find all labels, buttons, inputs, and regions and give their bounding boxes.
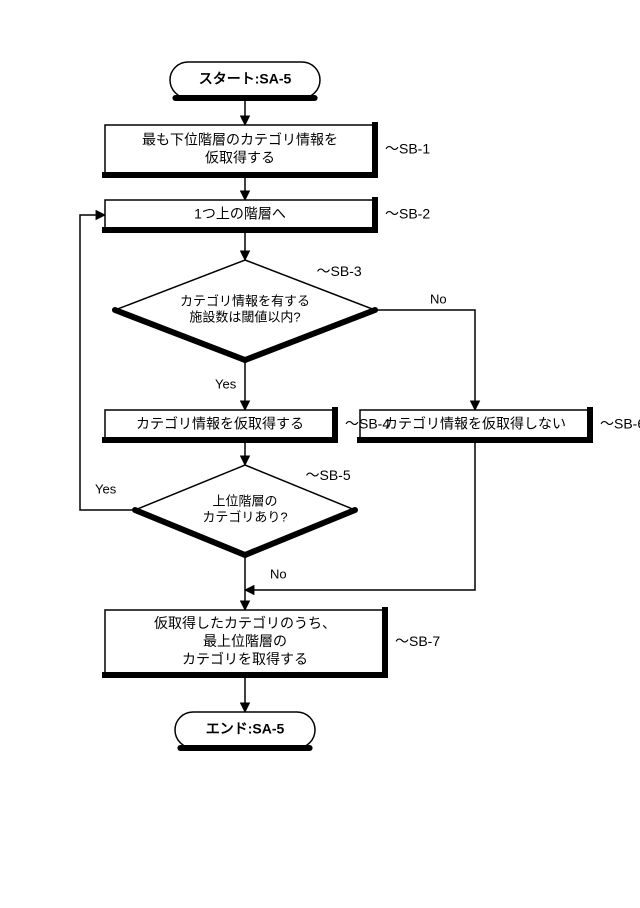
process-sb4-line0: カテゴリ情報を仮取得する — [136, 416, 304, 432]
decision-sb3-line0: カテゴリ情報を有する — [180, 293, 310, 308]
edge-label-sb3_yes: Yes — [215, 376, 237, 391]
process-sb1-line0: 最も下位階層のカテゴリ情報を — [142, 132, 338, 148]
process-sb1-label: ～SB-1 — [385, 141, 430, 157]
terminator-start-text: スタート:SA-5 — [199, 71, 292, 87]
process-sb1-line1: 仮取得する — [205, 150, 275, 166]
decision-sb3-label: ～SB-3 — [317, 263, 362, 279]
decision-sb5-line1: カテゴリあり? — [202, 509, 287, 524]
process-sb7-line0: 仮取得したカテゴリのうち、 — [154, 615, 336, 631]
process-sb6-line0: カテゴリ情報を仮取得しない — [384, 416, 566, 432]
process-sb2-line0: 1つ上の階層へ — [194, 206, 286, 222]
process-sb7-label: ～SB-7 — [395, 633, 440, 649]
process-sb7-line2: カテゴリを取得する — [182, 651, 308, 667]
decision-sb5-line0: 上位階層の — [212, 493, 277, 508]
edge-label-sb5_yes: Yes — [95, 481, 117, 496]
edge-sb3-sb6 — [375, 310, 475, 410]
process-sb6-label: ～SB-6 — [600, 416, 640, 432]
process-sb7-line1: 最上位階層の — [203, 633, 287, 649]
edge-label-sb5_no: No — [270, 566, 287, 581]
process-sb2-label: ～SB-2 — [385, 206, 430, 222]
terminator-end-text: エンド:SA-5 — [206, 721, 285, 737]
edge-sb5-sb2 — [80, 215, 135, 510]
edge-label-sb3_no: No — [430, 291, 447, 306]
decision-sb3-line1: 施設数は閾値以内? — [189, 309, 300, 324]
decision-sb5-label: ～SB-5 — [306, 467, 351, 483]
